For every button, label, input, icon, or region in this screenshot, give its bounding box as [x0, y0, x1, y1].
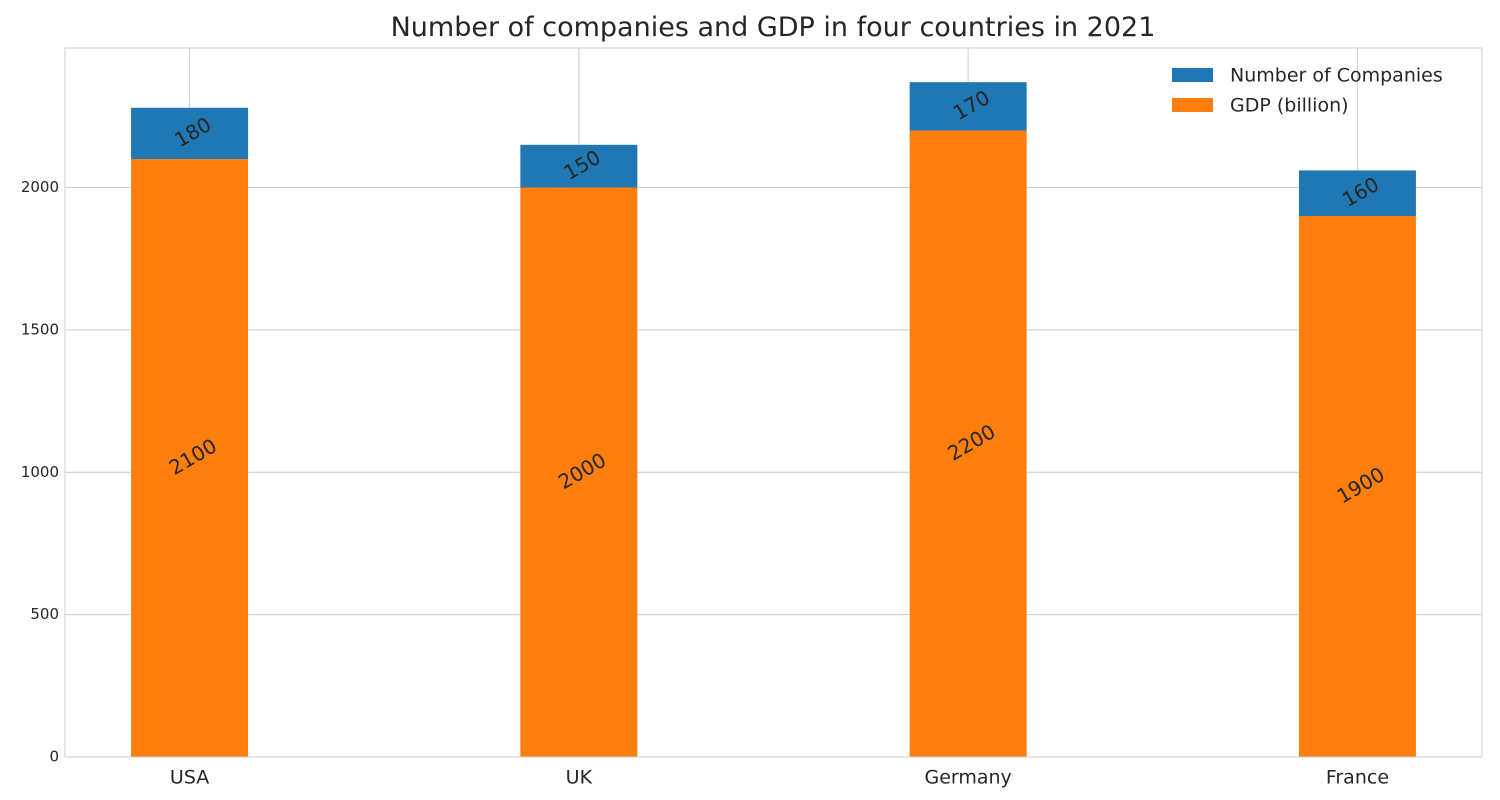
bar-gdp [131, 159, 249, 757]
plot-frame [64, 47, 1483, 758]
bar-gdp [909, 130, 1027, 758]
bar-gdp [1298, 215, 1416, 758]
x-tick-label: UK [566, 767, 593, 789]
y-tick-label: 500 [30, 605, 59, 623]
bar-companies [520, 144, 638, 188]
legend-swatch [1172, 68, 1213, 82]
legend-label: Number of Companies [1230, 65, 1443, 87]
legend-label: GDP (billion) [1230, 95, 1349, 117]
x-tick-label: USA [170, 767, 209, 789]
y-tick-label: 1500 [21, 320, 59, 338]
chart-title: Number of companies and GDP in four coun… [390, 12, 1156, 43]
bar-companies [131, 107, 249, 160]
y-tick-label: 1000 [21, 463, 59, 481]
bar-companies [909, 82, 1027, 131]
bar-gdp [520, 187, 638, 757]
x-tick-label: Germany [924, 767, 1011, 789]
y-tick-label: 2000 [21, 178, 59, 196]
x-tick-label: France [1326, 767, 1389, 789]
legend-swatch [1172, 98, 1213, 112]
y-tick-label: 0 [49, 748, 59, 766]
bar-companies [1298, 170, 1416, 216]
